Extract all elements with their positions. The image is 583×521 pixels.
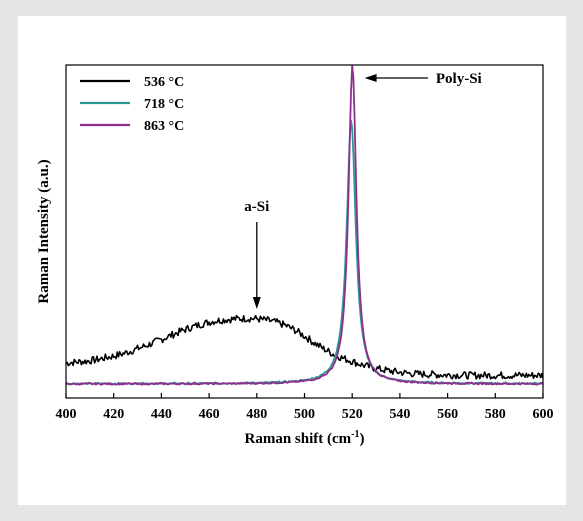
y-axis-title: Raman Intensity (a.u.) bbox=[36, 159, 52, 303]
x-axis-title-superscript: -1 bbox=[351, 429, 359, 440]
x-axis-title: Raman shift (cm-1) bbox=[245, 429, 365, 447]
x-tick-label: 500 bbox=[294, 407, 315, 422]
x-tick-label: 420 bbox=[103, 407, 124, 422]
x-tick-label: 480 bbox=[246, 407, 267, 422]
x-tick-label: 400 bbox=[56, 407, 77, 422]
annotation-a-si-arrowhead bbox=[252, 297, 261, 309]
legend-label: 863 °C bbox=[144, 119, 184, 134]
x-tick-label: 460 bbox=[199, 407, 220, 422]
legend: 536 °C 718 °C 863 °C bbox=[80, 75, 184, 134]
x-axis-title-main: Raman shift (cm bbox=[245, 431, 352, 447]
legend-label: 536 °C bbox=[144, 75, 184, 90]
ticks-layer: 400 420 440 460 480 500 520 540 560 580 600 bbox=[56, 393, 554, 422]
x-tick-label: 440 bbox=[151, 407, 172, 422]
x-tick-label: 580 bbox=[485, 407, 506, 422]
annotation-a-si: a-Si bbox=[244, 199, 269, 215]
x-tick-label: 560 bbox=[437, 407, 458, 422]
raman-chart: 400 420 440 460 480 500 520 540 560 580 600 Raman … bbox=[36, 64, 554, 447]
figure-panel: 400 420 440 460 480 500 520 540 560 580 600 Raman … bbox=[18, 16, 566, 505]
legend-label: 718 °C bbox=[144, 97, 184, 112]
x-tick-label: 520 bbox=[342, 407, 363, 422]
series-line bbox=[65, 64, 544, 386]
plot-layer bbox=[65, 64, 544, 386]
annotation-poly-si-arrowhead bbox=[364, 74, 377, 82]
series-line bbox=[65, 314, 544, 380]
x-tick-label: 540 bbox=[389, 407, 410, 422]
annotation-poly-si: Poly-Si bbox=[436, 71, 482, 87]
x-axis-title-suffix: ) bbox=[360, 431, 365, 447]
annotations: a-Si Poly-Si bbox=[244, 71, 482, 309]
x-tick-label: 600 bbox=[533, 407, 554, 422]
